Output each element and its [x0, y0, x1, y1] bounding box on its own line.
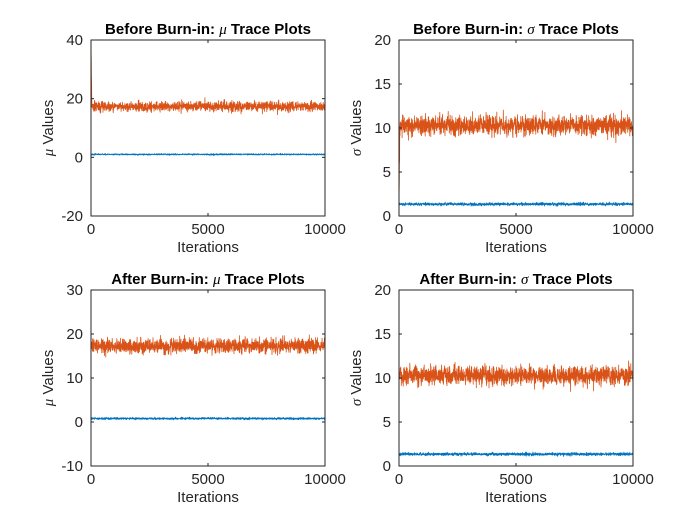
x-tick-label: 10000 [612, 221, 654, 238]
x-tick-label: 5000 [191, 221, 224, 238]
x-tick-label: 5000 [191, 471, 224, 488]
series-line-2 [399, 360, 633, 392]
y-tick-label: 20 [66, 326, 83, 343]
y-tick-label: 5 [383, 414, 391, 431]
y-axis-label: μ Values [40, 350, 57, 407]
series-line-1 [399, 451, 633, 457]
series-line-1 [91, 152, 325, 156]
y-tick-label: 0 [75, 149, 83, 166]
x-axis-label: Iterations [485, 489, 547, 506]
y-tick-label: 15 [374, 76, 391, 93]
series-group [399, 109, 633, 208]
x-axis-label: Iterations [177, 239, 239, 256]
y-tick-label: 10 [374, 370, 391, 387]
x-axis-label: Iterations [177, 489, 239, 506]
panel-title: Before Burn-in: μ Trace Plots [105, 21, 311, 38]
y-tick-label: 15 [374, 326, 391, 343]
y-axis-label: σ Values [348, 350, 365, 406]
panel-title: Before Burn-in: σ Trace Plots [413, 21, 619, 38]
x-tick-label: 0 [395, 471, 403, 488]
series-group [399, 360, 633, 457]
x-tick-label: 10000 [612, 471, 654, 488]
x-tick-label: 5000 [499, 471, 532, 488]
y-axis-label: σ Values [348, 100, 365, 156]
series-line-1 [91, 416, 325, 421]
y-tick-label: -10 [61, 458, 83, 475]
y-tick-label: -20 [61, 208, 83, 225]
panel-title: After Burn-in: σ Trace Plots [419, 271, 612, 288]
x-tick-label: 0 [87, 221, 95, 238]
y-tick-label: 20 [66, 91, 83, 108]
y-tick-label: 30 [66, 282, 83, 299]
series-line-2 [91, 40, 325, 116]
y-tick-label: 5 [383, 164, 391, 181]
series-line-1 [399, 201, 633, 207]
y-tick-label: 0 [383, 458, 391, 475]
x-tick-label: 0 [87, 471, 95, 488]
panel-before-burnin-sigma: 0 5000 10000 0 5 10 15 20 Before Burn-in: σ Tra… [348, 21, 654, 256]
x-tick-label: 10000 [304, 221, 346, 238]
series-line-2 [399, 109, 633, 208]
x-tick-label: 10000 [304, 471, 346, 488]
x-axis-label: Iterations [485, 239, 547, 256]
series-group [91, 334, 325, 421]
y-axis-label: μ Values [40, 100, 57, 157]
x-tick-label: 0 [395, 221, 403, 238]
y-tick-label: 20 [374, 282, 391, 299]
y-tick-label: 40 [66, 32, 83, 49]
y-tick-label: 0 [383, 208, 391, 225]
y-tick-label: 10 [66, 370, 83, 387]
x-tick-label: 5000 [499, 221, 532, 238]
panel-title: After Burn-in: μ Trace Plots [111, 271, 304, 288]
y-tick-label: 0 [75, 414, 83, 431]
series-line-2 [91, 334, 325, 358]
y-tick-label: 20 [374, 32, 391, 49]
series-group [91, 40, 325, 156]
panel-after-burnin-sigma: 0 5000 10000 0 5 10 15 20 After Burn-in: σ Trac… [348, 271, 654, 506]
y-tick-label: 10 [374, 120, 391, 137]
